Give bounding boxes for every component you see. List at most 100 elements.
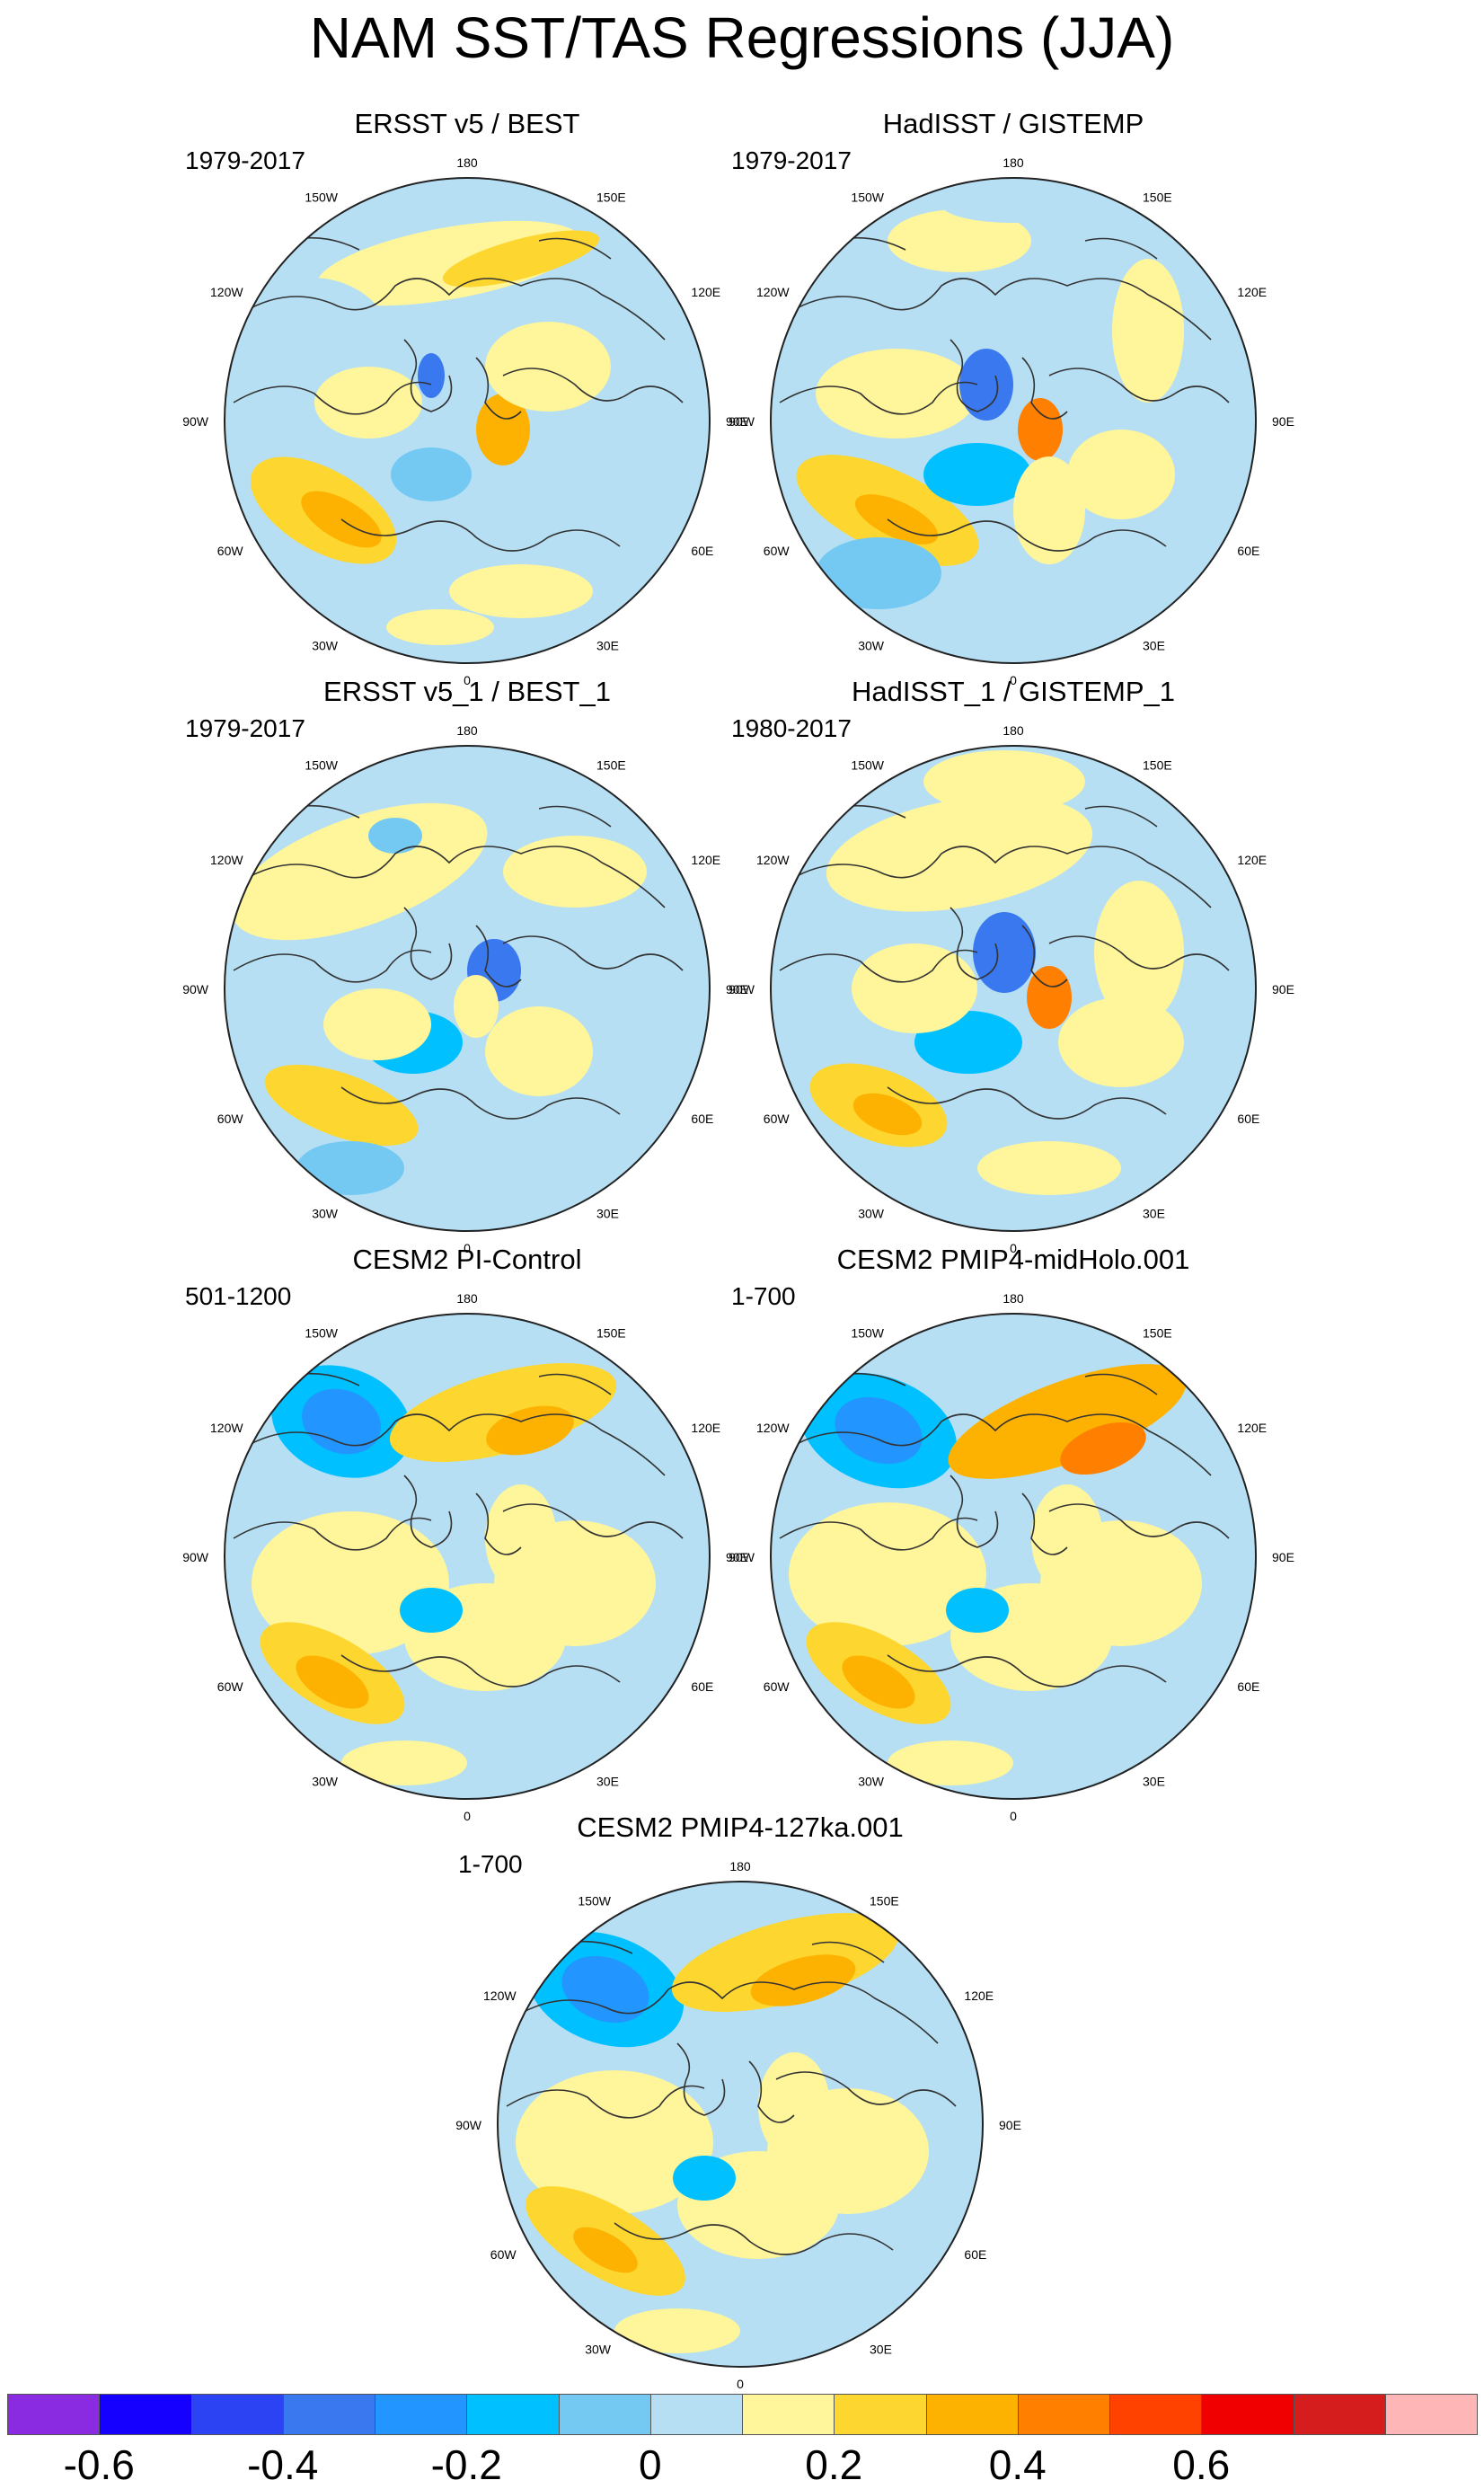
- map-panel: 180 150E 120E 90E 60E 30E 0 30W 60W 90W 120W 150W CE…: [726, 1242, 1301, 1835]
- longitude-label: 30E: [596, 638, 619, 652]
- map-panel: 180 150E 120E 90E 60E 30E 0 30W 60W 90W 120W 150W CE…: [453, 1810, 1028, 2403]
- longitude-label: 30W: [858, 1206, 885, 1220]
- colorbar-box: [7, 2394, 101, 2435]
- longitude-label: 0: [1010, 673, 1017, 687]
- panel-title: ERSST v5_1 / BEST_1: [323, 676, 611, 707]
- longitude-label: 120E: [1237, 285, 1267, 299]
- anomaly-region: [835, 1396, 923, 1465]
- anomaly-region: [264, 1064, 419, 1147]
- panel-period: 1-700: [458, 1850, 523, 1878]
- anomaly-region: [503, 836, 647, 908]
- longitude-label: 60E: [1237, 544, 1259, 558]
- anomaly-region: [485, 1006, 593, 1096]
- polar-map: 180 150E 120E 90E 60E 30E 0 30W 60W 90W 120W 150W: [455, 1859, 1021, 2391]
- longitude-label: 60E: [964, 2247, 986, 2262]
- coastline: [403, 339, 453, 412]
- anomaly-region: [561, 1955, 649, 2024]
- longitude-label: 90W: [182, 1550, 209, 1564]
- longitude-label: 30E: [596, 1774, 619, 1788]
- anomaly-region: [888, 209, 1031, 272]
- anomaly-region: [923, 750, 1085, 813]
- anomaly-region: [1094, 881, 1184, 1024]
- colorbar: [7, 2394, 1478, 2435]
- longitude-label: 180: [456, 1291, 478, 1306]
- panel-period: 1979-2017: [731, 146, 852, 174]
- longitude-label: 120W: [756, 285, 790, 299]
- panel-title: HadISST_1 / GISTEMP_1: [851, 676, 1176, 707]
- longitude-label: 30E: [1143, 1206, 1165, 1220]
- longitude-label: 60W: [764, 544, 791, 558]
- longitude-label: 150W: [305, 190, 338, 205]
- coastline: [242, 1413, 666, 1476]
- anomaly-region: [418, 353, 445, 398]
- longitude-label: 120E: [964, 1989, 994, 2003]
- longitude-label: 180: [729, 1859, 751, 1873]
- anomaly-region: [389, 1363, 617, 1462]
- longitude-label: 30W: [312, 1774, 339, 1788]
- panel-title: ERSST v5 / BEST: [354, 108, 580, 139]
- coastline: [887, 518, 1167, 552]
- coastline: [242, 278, 666, 341]
- longitude-label: 30E: [870, 2342, 892, 2356]
- longitude-label: 150W: [578, 1894, 611, 1909]
- longitude-label: 60E: [1237, 1112, 1259, 1126]
- coastline: [788, 846, 1212, 908]
- coastline: [748, 2060, 795, 2123]
- longitude-label: 60W: [217, 1679, 244, 1694]
- coastline: [340, 1654, 621, 1687]
- longitude-label: 120E: [691, 853, 720, 867]
- longitude-label: 150E: [1143, 758, 1172, 773]
- longitude-label: 30E: [1143, 1774, 1165, 1788]
- anomaly-region: [454, 975, 499, 1038]
- longitude-label: 60W: [764, 1679, 791, 1694]
- longitude-label: 120E: [1237, 853, 1267, 867]
- map-panel: 180 150E 120E 90E 60E 30E 0 30W 60W 90W 120W 150W CE…: [180, 1242, 755, 1835]
- longitude-label: 150W: [851, 1326, 884, 1341]
- longitude-label: 30W: [312, 1206, 339, 1220]
- longitude-label: 180: [1003, 1291, 1024, 1306]
- figure-title: NAM SST/TAS Regressions (JJA): [309, 5, 1175, 70]
- polar-map: 180 150E 120E 90E 60E 30E 0 30W 60W 90W 120W 150W: [729, 723, 1294, 1255]
- map-panel: 180 150E 120E 90E 60E 30E 0 30W 60W 90W 120W 150W ER…: [180, 674, 755, 1267]
- coastline: [779, 949, 978, 983]
- panel-period: 1979-2017: [185, 714, 305, 742]
- longitude-label: 90W: [182, 414, 209, 429]
- longitude-label: 120W: [756, 853, 790, 867]
- anomaly-region: [946, 1588, 1009, 1633]
- panel-period: 1979-2017: [185, 146, 305, 174]
- panel-title: CESM2 PMIP4-127ka.001: [577, 1811, 904, 1843]
- colorbar-box: [466, 2394, 560, 2435]
- anomaly-region: [516, 2070, 713, 2214]
- coastline: [775, 2071, 957, 2107]
- longitude-label: 150E: [596, 1326, 626, 1341]
- coastline: [614, 2222, 894, 2255]
- anomaly-region: [573, 2227, 638, 2273]
- longitude-label: 60W: [217, 544, 244, 558]
- longitude-label: 150E: [1143, 190, 1172, 205]
- anomaly-region: [758, 2052, 830, 2160]
- coastline: [950, 339, 999, 412]
- panel-title: HadISST / GISTEMP: [882, 108, 1144, 139]
- colorbar-tick-label: 0.4: [988, 2441, 1047, 2488]
- map-panel: 180 150E 120E 90E 60E 30E 0 30W 60W 90W 120W 150W Ha…: [726, 674, 1301, 1267]
- anomaly-region: [1058, 997, 1184, 1087]
- colorbar-tick-label: 0.6: [1172, 2441, 1231, 2488]
- colorbar-box: [925, 2394, 1019, 2435]
- coastline: [1048, 368, 1230, 403]
- coastline: [788, 278, 1212, 341]
- colorbar-box: [558, 2394, 651, 2435]
- longitude-label: 90W: [729, 1550, 755, 1564]
- coastline: [340, 1086, 621, 1120]
- longitude-label: 180: [456, 155, 478, 170]
- panel-period: 501-1200: [185, 1282, 292, 1310]
- anomaly-region: [296, 1655, 369, 1709]
- longitude-label: 90W: [182, 982, 209, 996]
- coastline: [502, 368, 684, 403]
- longitude-label: 150E: [596, 190, 626, 205]
- coastline: [1048, 935, 1230, 971]
- longitude-label: 30W: [312, 638, 339, 652]
- anomaly-region: [1112, 259, 1184, 403]
- panel-period: 1980-2017: [731, 714, 852, 742]
- colorbar-box: [99, 2394, 192, 2435]
- anomaly-region: [959, 349, 1013, 421]
